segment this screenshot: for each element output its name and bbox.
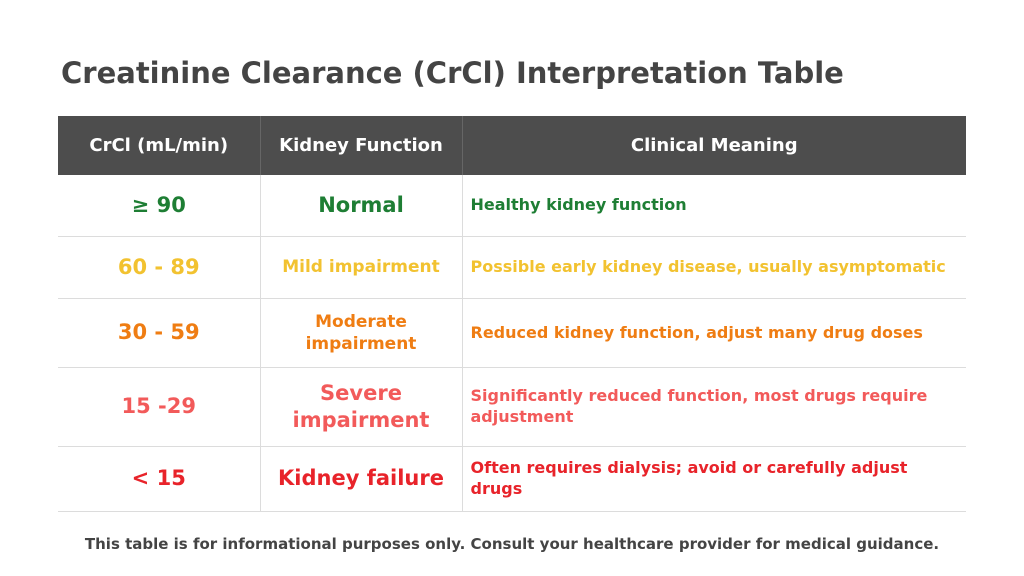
crcl-range: ≥ 90 [58, 175, 261, 237]
table-row: 30 - 59 Moderate impairment Reduced kidn… [58, 298, 966, 368]
header-kidney-function: Kidney Function [260, 116, 463, 175]
clinical-meaning: Healthy kidney function [462, 175, 966, 237]
clinical-meaning: Often requires dialysis; avoid or carefu… [462, 446, 966, 512]
table-row: 15 -29 Severe impairment Significantly r… [58, 367, 966, 447]
header-crcl: CrCl (mL/min) [58, 116, 261, 175]
clinical-meaning: Significantly reduced function, most dru… [462, 367, 966, 447]
kidney-function: Severe impairment [260, 367, 463, 447]
crcl-range: 30 - 59 [58, 298, 261, 368]
crcl-table: CrCl (mL/min) Kidney Function Clinical M… [58, 116, 966, 512]
table-row: < 15 Kidney failure Often requires dialy… [58, 446, 966, 512]
crcl-range: 60 - 89 [58, 236, 261, 299]
page-title: Creatinine Clearance (CrCl) Interpretati… [61, 56, 844, 90]
clinical-meaning: Possible early kidney disease, usually a… [462, 236, 966, 299]
kidney-function: Normal [260, 175, 463, 237]
clinical-meaning: Reduced kidney function, adjust many dru… [462, 298, 966, 368]
crcl-range: 15 -29 [58, 367, 261, 447]
table-row: 60 - 89 Mild impairment Possible early k… [58, 236, 966, 299]
kidney-function: Moderate impairment [260, 298, 463, 368]
crcl-range: < 15 [58, 446, 261, 512]
footnote: This table is for informational purposes… [84, 535, 940, 553]
table-row: ≥ 90 Normal Healthy kidney function [58, 175, 966, 237]
kidney-function: Mild impairment [260, 236, 463, 299]
header-clinical-meaning: Clinical Meaning [462, 116, 966, 175]
kidney-function: Kidney failure [260, 446, 463, 512]
table-header-row: CrCl (mL/min) Kidney Function Clinical M… [58, 116, 966, 175]
